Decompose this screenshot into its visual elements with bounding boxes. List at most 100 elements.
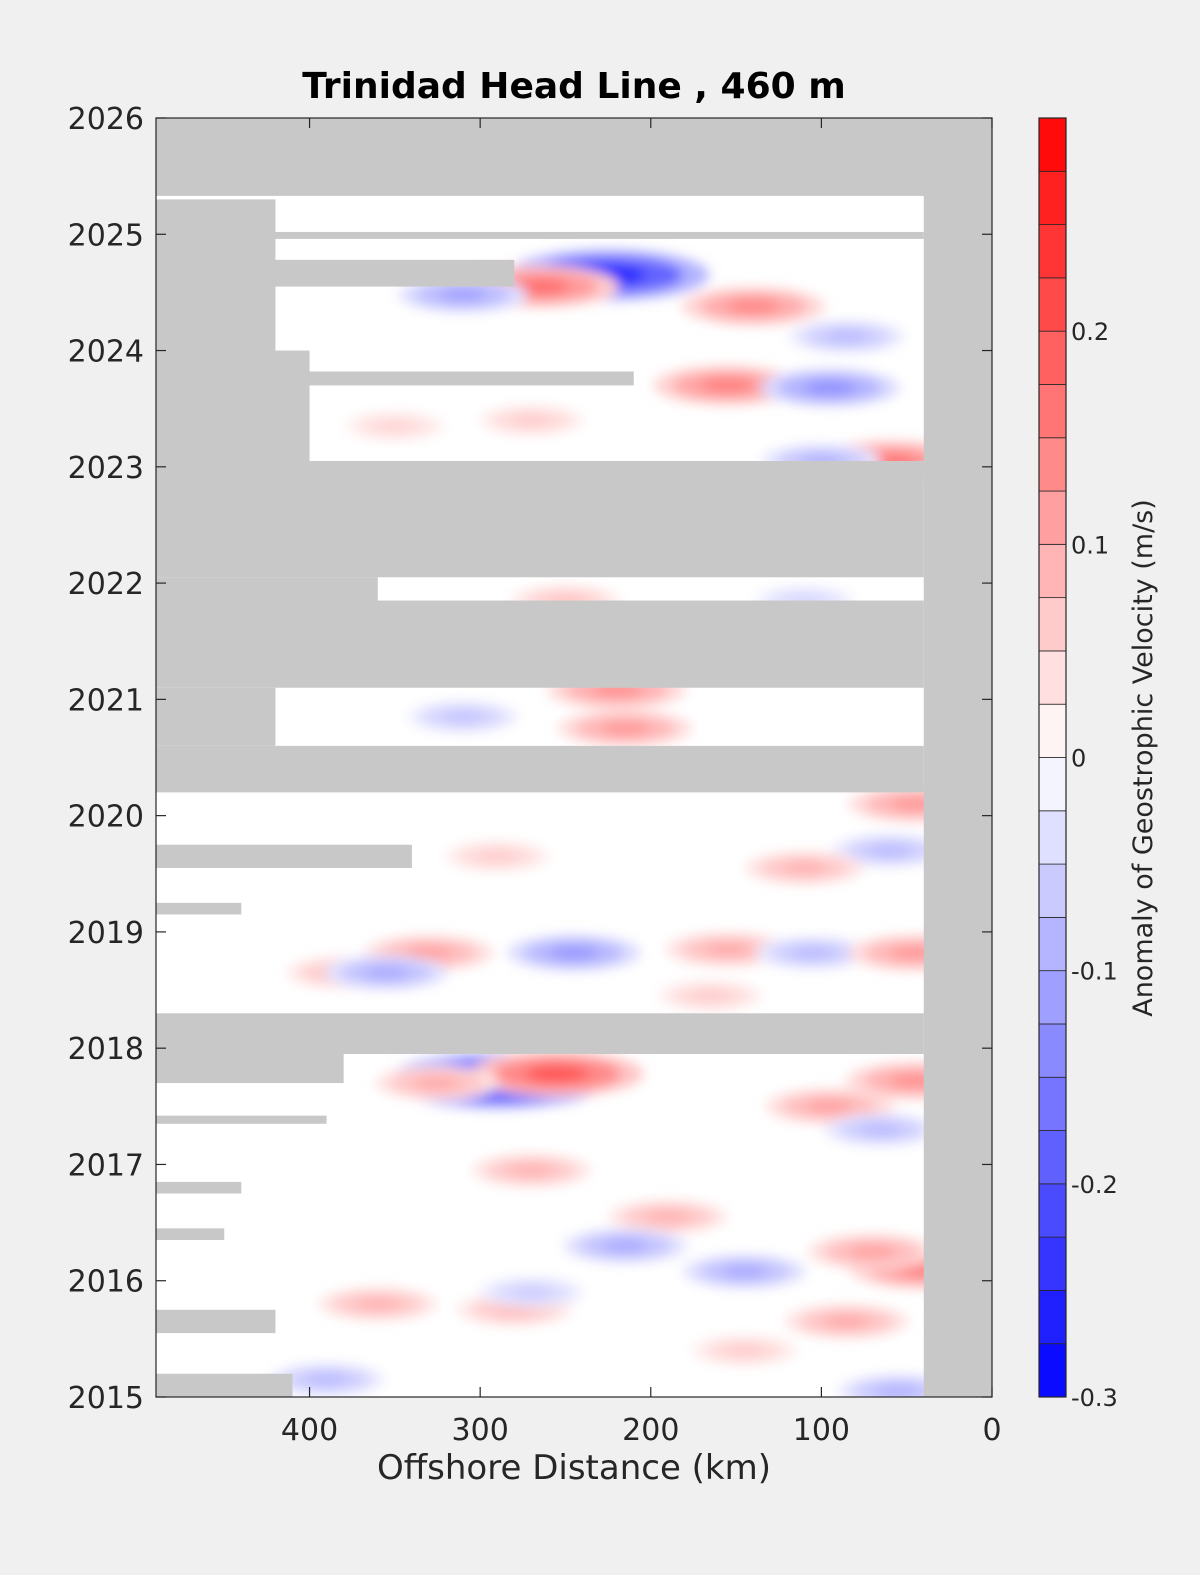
colorbar-segment	[1038, 1130, 1067, 1185]
no-data-region	[156, 577, 378, 601]
colorbar-segment	[1038, 650, 1067, 705]
anomaly-blob-core	[602, 1239, 649, 1253]
no-data-region	[156, 844, 412, 868]
anomaly-blob-core	[355, 1297, 400, 1311]
colorbar-segment	[1038, 384, 1067, 439]
no-data-region	[156, 1181, 242, 1194]
no-data-region	[156, 350, 310, 462]
anomaly-blob-core	[442, 710, 484, 723]
colorbar-segment	[1038, 916, 1067, 972]
colorbar-segment	[1038, 330, 1067, 385]
anomaly-blob-core	[511, 1286, 551, 1298]
y-tick-label: 2019	[68, 916, 144, 951]
colorbar-tick-label: 0.1	[1071, 531, 1109, 559]
anomaly-blob-core	[804, 380, 856, 395]
colorbar-segment	[1038, 1236, 1067, 1291]
y-tick-label: 2018	[68, 1032, 144, 1067]
no-data-region	[156, 687, 276, 746]
anomaly-blob-core	[524, 1065, 589, 1083]
anomaly-blob-core	[704, 942, 751, 956]
anomaly-blob-core	[363, 966, 410, 980]
no-data-region	[156, 1309, 276, 1334]
colorbar-segment	[1038, 703, 1067, 758]
colorbar-segment	[1038, 597, 1067, 652]
no-data-mask	[156, 118, 992, 1397]
no-data-region	[156, 1013, 924, 1054]
anomaly-blob-core	[405, 946, 453, 960]
anomaly-blob-core	[414, 1076, 461, 1090]
y-tick-label: 2023	[68, 451, 144, 486]
anomaly-blob-core	[549, 946, 599, 960]
no-data-region	[156, 745, 924, 793]
no-data-region	[156, 600, 924, 688]
no-data-region	[156, 231, 924, 239]
x-axis: 400 300 200 100 0	[281, 118, 1002, 1448]
anomaly-blob-core	[876, 1384, 921, 1397]
y-tick-label: 2015	[68, 1381, 144, 1416]
colorbar-frame	[1038, 117, 1067, 1398]
y-tick-label: 2021	[68, 683, 144, 718]
colorbar-segment	[1038, 757, 1067, 812]
colorbar-segment	[1038, 1183, 1067, 1238]
colorbar-label: Anomaly of Geostrophic Velocity (m/s)	[1128, 499, 1159, 1017]
no-data-region	[156, 1115, 327, 1124]
y-tick-label: 2026	[68, 102, 144, 137]
anomaly-blob-core	[868, 844, 911, 857]
y-tick-label: 2017	[68, 1148, 144, 1183]
colorbar-segment	[1038, 224, 1067, 279]
anomaly-blob-core	[806, 1099, 854, 1113]
y-tick-label: 2022	[68, 567, 144, 602]
anomaly-blob-core	[791, 946, 835, 959]
colorbar-segment	[1038, 490, 1067, 545]
y-axis: 2015 2016 2017 2018 2019 2020 2021 2022 2023 2024…	[68, 102, 992, 1416]
no-data-region	[156, 118, 992, 196]
colorbar-tick-label: -0.1	[1071, 958, 1118, 986]
colorbar-segment	[1038, 277, 1067, 332]
x-tick-label: 100	[793, 1413, 850, 1448]
colorbar-tick-label: 0.2	[1071, 318, 1109, 346]
colorbar-segment	[1038, 1076, 1067, 1131]
anomaly-blob-core	[600, 721, 650, 736]
anomaly-blob-core	[509, 1164, 554, 1177]
anomaly-blob-core	[823, 1315, 870, 1328]
y-tick-label: 2024	[68, 335, 144, 370]
no-data-region	[156, 199, 276, 351]
no-data-region	[156, 461, 924, 578]
y-tick-label: 2016	[68, 1265, 144, 1300]
colorbar-segment	[1038, 437, 1067, 492]
colorbar-tick-label: -0.3	[1071, 1384, 1118, 1412]
no-data-region	[156, 1053, 344, 1084]
x-tick-label: 400	[281, 1413, 338, 1448]
colorbar-segment	[1038, 970, 1067, 1025]
chart-title: Trinidad Head Line , 460 m	[302, 66, 845, 107]
colorbar-segment	[1038, 863, 1067, 918]
y-tick-label: 2025	[68, 218, 144, 253]
anomaly-blob-core	[645, 1210, 690, 1223]
anomaly-blob-core	[721, 1265, 768, 1278]
anomaly-blob-core	[848, 1245, 897, 1259]
y-tick-label: 2020	[68, 800, 144, 835]
anomaly-blob-core	[376, 420, 414, 432]
anomaly-blob-core	[825, 330, 869, 343]
no-data-region	[156, 1373, 293, 1397]
anomaly-blob-core	[859, 1123, 903, 1136]
colorbar-segment	[1038, 117, 1067, 172]
colorbar: -0.3 -0.2 -0.1 0 0.1 0.2	[1038, 117, 1118, 1412]
colorbar-segment	[1038, 1343, 1067, 1398]
plot-frame	[155, 117, 993, 1398]
no-data-region	[923, 118, 992, 1397]
anomaly-blob-core	[782, 861, 827, 875]
colorbar-segment	[1038, 1290, 1067, 1345]
colorbar-segment	[1038, 810, 1067, 865]
x-tick-label: 300	[452, 1413, 509, 1448]
colorbar-segment	[1038, 543, 1067, 599]
x-axis-label: Offshore Distance (km)	[377, 1448, 771, 1488]
anomaly-blob-core	[477, 850, 517, 862]
anomaly-blob-core	[305, 1373, 348, 1386]
x-tick-label: 0	[982, 1413, 1001, 1448]
no-data-region	[156, 1228, 225, 1241]
colorbar-segment	[1038, 1023, 1067, 1078]
colorbar-tick-label: 0	[1071, 745, 1086, 773]
no-data-region	[156, 902, 242, 915]
